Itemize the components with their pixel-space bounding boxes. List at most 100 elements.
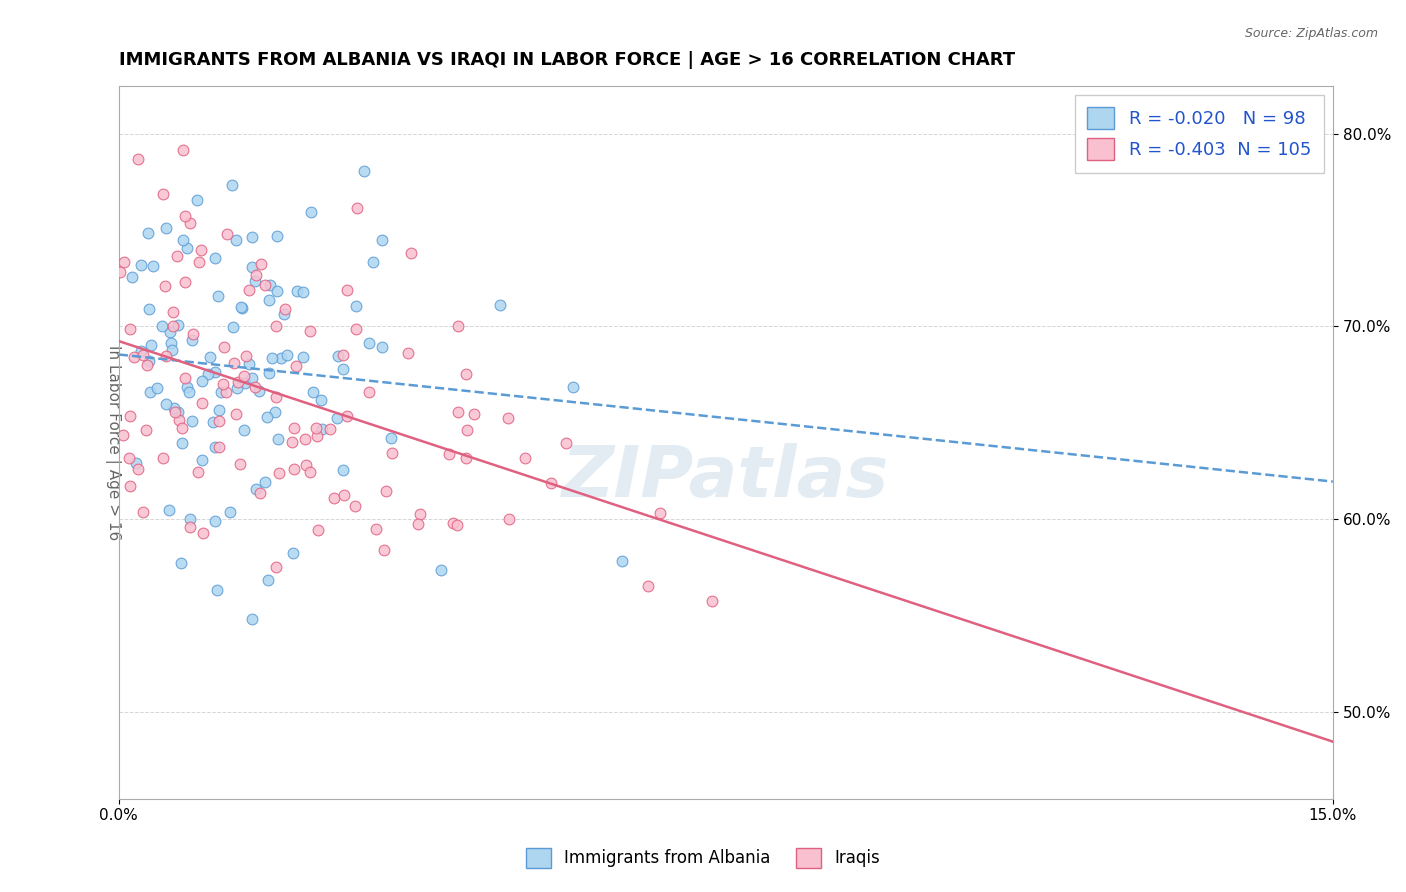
Point (299, 205, 322, 219)
Point (224, 356, 246, 370)
Point (152, 451, 174, 466)
Point (167, 412, 190, 426)
Point (197, 367, 219, 381)
Point (238, 283, 260, 297)
Point (323, 491, 346, 506)
Point (270, 351, 292, 366)
Point (159, 325, 181, 339)
Point (447, 318, 470, 333)
Point (204, 252, 226, 266)
Point (245, 268, 267, 283)
Point (217, 227, 239, 241)
Point (170, 556, 193, 570)
Point (257, 574, 280, 588)
Point (294, 432, 316, 446)
Point (188, 254, 211, 268)
Point (202, 416, 225, 430)
Point (181, 414, 204, 428)
Point (121, 269, 143, 284)
Point (191, 452, 214, 467)
Point (240, 612, 263, 626)
Point (249, 486, 271, 500)
Point (361, 255, 384, 269)
Legend: Immigrants from Albania, Iraqis: Immigrants from Albania, Iraqis (519, 841, 887, 875)
Point (221, 319, 243, 334)
Point (257, 293, 280, 307)
Text: Source: ZipAtlas.com: Source: ZipAtlas.com (1244, 27, 1378, 40)
Point (176, 241, 198, 255)
Point (299, 324, 322, 338)
Text: ZIPatlas: ZIPatlas (562, 443, 890, 512)
Point (264, 319, 287, 334)
Point (129, 344, 152, 359)
Point (344, 321, 367, 335)
Point (254, 475, 277, 490)
Point (124, 350, 146, 364)
Point (344, 499, 367, 513)
Point (229, 457, 252, 471)
Point (254, 277, 277, 292)
Point (179, 216, 201, 230)
Point (243, 380, 266, 394)
Point (240, 260, 263, 275)
Point (124, 456, 146, 470)
Point (240, 230, 263, 244)
Point (208, 440, 231, 454)
Point (380, 431, 402, 445)
Point (138, 226, 160, 240)
Point (142, 259, 165, 273)
Point (302, 384, 325, 399)
Point (267, 466, 290, 480)
Point (498, 512, 520, 526)
Point (118, 322, 141, 336)
Point (489, 298, 512, 312)
Point (319, 422, 342, 436)
Point (177, 385, 200, 400)
Point (456, 423, 478, 437)
Point (226, 380, 249, 394)
Point (135, 423, 157, 437)
Point (139, 338, 162, 352)
Point (264, 560, 287, 574)
Point (396, 346, 419, 360)
Point (181, 327, 204, 342)
Point (136, 358, 159, 372)
Point (276, 348, 298, 362)
Point (430, 563, 453, 577)
Point (281, 545, 304, 559)
Point (401, 245, 423, 260)
Point (204, 514, 226, 528)
Point (127, 462, 149, 476)
Point (235, 349, 257, 363)
Text: IMMIGRANTS FROM ALBANIA VS IRAQI IN LABOR FORCE | AGE > 16 CORRELATION CHART: IMMIGRANTS FROM ALBANIA VS IRAQI IN LABO… (118, 51, 1015, 69)
Point (186, 194, 208, 208)
Point (298, 465, 321, 479)
Point (245, 482, 267, 496)
Point (205, 583, 228, 598)
Point (333, 488, 356, 502)
Point (370, 340, 392, 354)
Point (193, 525, 215, 540)
Point (172, 233, 194, 247)
Point (163, 405, 186, 419)
Point (166, 249, 188, 263)
Point (127, 152, 149, 166)
Point (174, 371, 197, 385)
Point (215, 385, 238, 400)
Point (170, 435, 193, 450)
Point (540, 476, 562, 491)
Point (108, 265, 131, 279)
Point (221, 178, 243, 192)
Point (266, 284, 288, 298)
Point (336, 283, 359, 297)
Point (162, 318, 184, 333)
Point (146, 380, 169, 394)
Point (305, 421, 328, 435)
Point (332, 463, 354, 477)
Point (346, 202, 368, 216)
Point (648, 506, 671, 520)
Point (291, 285, 314, 299)
Point (153, 278, 176, 293)
Point (336, 409, 359, 424)
Point (207, 403, 229, 417)
